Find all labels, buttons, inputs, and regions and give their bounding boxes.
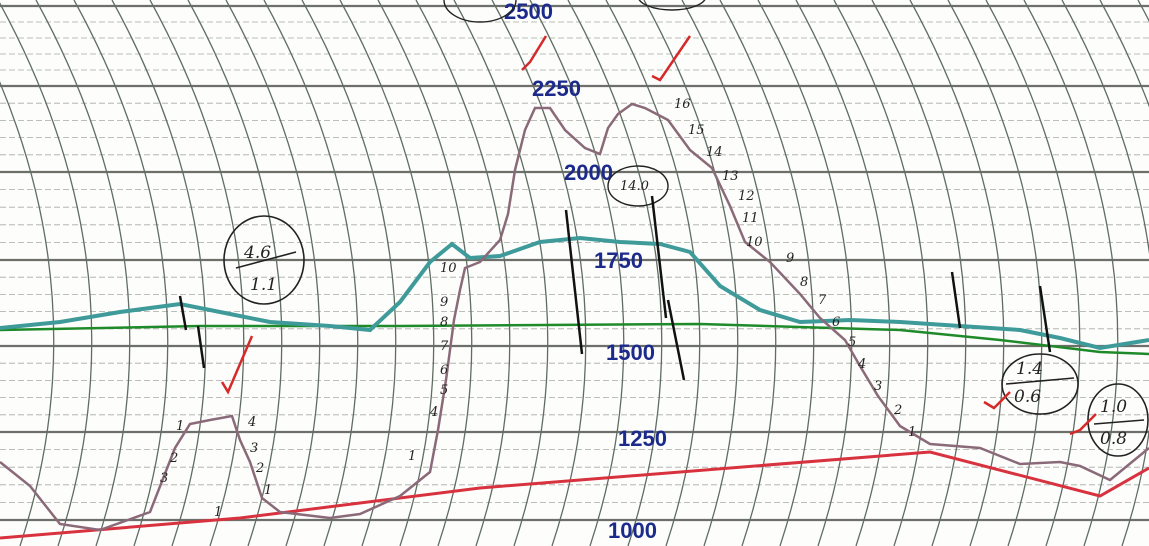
count-mark: 11 (742, 211, 759, 226)
reading-bottom: 0.6 (1014, 387, 1041, 407)
count-mark: 3 (160, 471, 168, 486)
count-mark: 12 (738, 189, 755, 204)
check-mark (652, 36, 690, 80)
scale-label-1750: 1750 (594, 248, 643, 273)
scale-label-2500: 2500 (504, 0, 553, 24)
check-mark (522, 36, 546, 70)
right-peak-marks: 16 1514 13 12 11 10 987654321 (674, 97, 916, 440)
reading-top: 1.0 (1100, 397, 1127, 417)
reading-top: 1.4 (1016, 359, 1043, 379)
count-mark: 1 (264, 483, 272, 498)
check-mark (222, 336, 252, 392)
check-mark (984, 392, 1010, 408)
reading-bottom: 1.1 (250, 275, 277, 295)
reading-top: 4.6 (243, 243, 271, 263)
count-mark: 16 (674, 97, 691, 112)
count-mark: 4 (857, 357, 866, 372)
count-mark: 7 (440, 339, 449, 354)
count-mark: 4 (429, 405, 438, 420)
count-mark: 1 (908, 425, 916, 440)
count-mark: 9 (440, 295, 448, 310)
count-mark: 1 (176, 419, 184, 434)
count-mark: 15 (688, 123, 705, 138)
count-mark: 14 (706, 145, 723, 160)
count-mark: 6 (832, 315, 840, 330)
count-mark: 2 (255, 461, 264, 476)
count-mark: 2 (169, 451, 178, 466)
count-mark: 8 (440, 315, 448, 330)
reading-bottom: 0.8 (1100, 429, 1127, 449)
count-mark: 10 (746, 235, 763, 250)
time-arc-line (1100, 0, 1149, 546)
count-mark: 5 (440, 383, 448, 398)
circled-reading-far-right: 1.0 0.8 (1088, 384, 1148, 456)
scale-label-1250: 1250 (618, 426, 667, 451)
count-mark: 1 (408, 449, 416, 464)
reading-top: 14.0 (620, 179, 649, 194)
count-mark: 4 (247, 415, 256, 430)
time-arc-line (0, 0, 92, 546)
count-mark: 3 (874, 379, 882, 394)
scale-label-1000: 1000 (608, 518, 657, 543)
count-mark: 8 (800, 275, 808, 290)
count-mark: 13 (722, 169, 739, 184)
count-mark: 10 (440, 261, 457, 276)
scale-label-2250: 2250 (532, 76, 581, 101)
count-mark: 5 (848, 335, 856, 350)
scale-label-2000: 2000 (564, 160, 613, 185)
count-mark: 7 (818, 293, 827, 308)
count-mark: 1 (214, 505, 222, 520)
scale-label-1500: 1500 (606, 340, 655, 365)
count-mark: 6 (440, 363, 448, 378)
count-mark: 9 (786, 251, 794, 266)
count-mark: 3 (250, 441, 258, 456)
count-mark: 2 (893, 403, 902, 418)
time-arc-line (0, 0, 54, 546)
